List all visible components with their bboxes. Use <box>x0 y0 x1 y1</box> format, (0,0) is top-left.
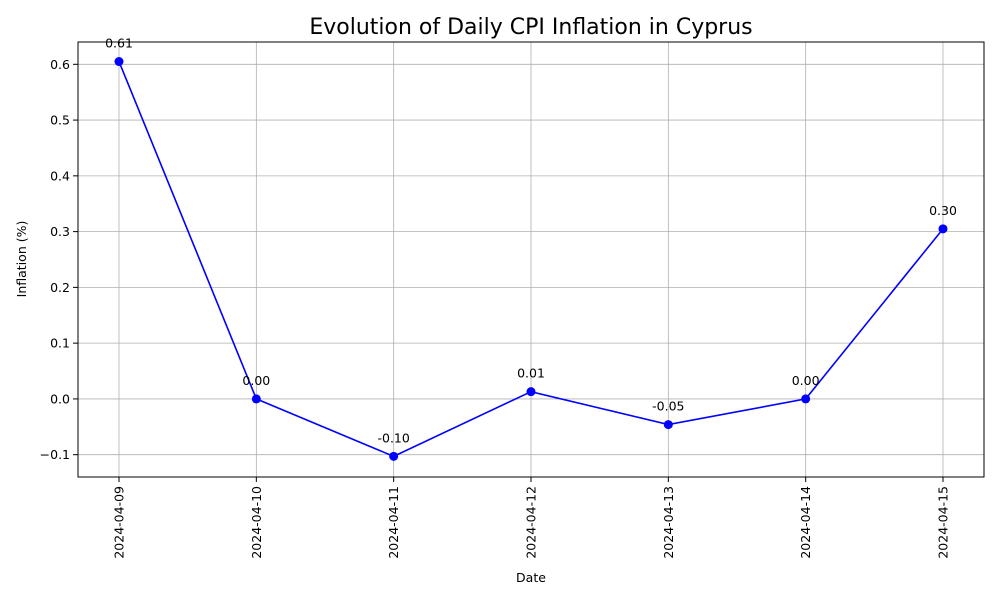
y-axis-label: Inflation (%) <box>14 221 29 298</box>
grid-lines <box>78 42 984 477</box>
x-axis-label: Date <box>516 570 546 585</box>
data-point <box>801 394 811 404</box>
y-tick-label: 0.0 <box>50 391 70 406</box>
data-label: -0.05 <box>652 399 684 414</box>
data-label: 0.61 <box>105 36 133 51</box>
data-label: 0.00 <box>242 373 270 388</box>
y-tick-label: 0.4 <box>50 168 70 183</box>
data-point <box>663 420 673 430</box>
y-tick-label: 0.3 <box>50 224 70 239</box>
data-label: 0.01 <box>517 366 545 381</box>
y-axis: −0.1 0.0 0.1 0.2 0.3 0.4 0.5 0.6 <box>40 57 78 462</box>
x-tick-label: 2024-04-13 <box>661 486 676 559</box>
x-tick-label: 2024-04-14 <box>798 486 813 559</box>
y-tick-label: −0.1 <box>40 447 70 462</box>
y-tick-label: 0.6 <box>50 57 70 72</box>
series-layer: 0.61 0.00 -0.10 0.01 -0.05 0.00 0.30 <box>105 36 957 461</box>
y-tick-label: 0.2 <box>50 280 70 295</box>
y-tick-label: 0.5 <box>50 113 70 128</box>
data-label: 0.30 <box>929 203 957 218</box>
chart-title: Evolution of Daily CPI Inflation in Cypr… <box>309 15 752 40</box>
x-tick-label: 2024-04-15 <box>936 486 951 559</box>
x-tick-label: 2024-04-11 <box>386 486 401 559</box>
x-tick-label: 2024-04-10 <box>249 486 264 559</box>
data-point <box>389 451 399 461</box>
data-label: -0.10 <box>377 430 409 445</box>
data-point <box>251 394 261 404</box>
x-axis: 2024-04-09 2024-04-10 2024-04-11 2024-04-12… <box>112 477 951 559</box>
data-point <box>938 224 948 234</box>
y-tick-label: 0.1 <box>50 336 70 351</box>
data-point <box>526 387 536 397</box>
x-tick-label: 2024-04-12 <box>524 486 539 559</box>
data-label: 0.00 <box>792 373 820 388</box>
data-point <box>114 57 124 67</box>
x-tick-label: 2024-04-09 <box>112 486 127 559</box>
